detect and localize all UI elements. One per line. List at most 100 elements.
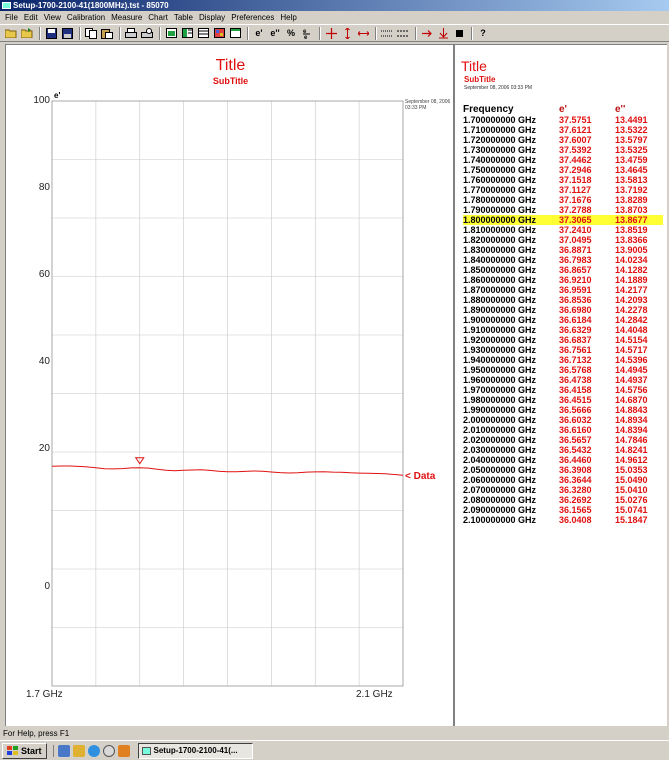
title-bar[interactable]: Setup-1700-2100-41(1800MHz).tst - 85070 [0,0,669,11]
cell-frequency: 2.010000000 GHz [463,425,537,435]
table-row[interactable]: 1.800000000 GHz 37.3065 13.8677 [463,215,663,225]
stop-icon[interactable] [452,27,466,40]
table-row[interactable]: 1.730000000 GHz 37.5392 13.5325 [463,145,663,155]
cell-frequency: 1.870000000 GHz [463,285,537,295]
table-row[interactable]: 1.750000000 GHz 37.2946 13.4645 [463,165,663,175]
open-folder-2-icon[interactable] [20,27,34,40]
cell-frequency: 1.820000000 GHz [463,235,537,245]
table-row[interactable]: 1.860000000 GHz 36.9210 14.1889 [463,275,663,285]
print-icon[interactable] [124,27,138,40]
table-row[interactable]: 1.790000000 GHz 37.2788 13.8703 [463,205,663,215]
open-folder-icon[interactable] [4,27,18,40]
print-preview-icon[interactable] [140,27,154,40]
table-row[interactable]: 1.950000000 GHz 36.5768 14.4945 [463,365,663,375]
save-as-icon[interactable] [60,27,74,40]
table-row[interactable]: 2.100000000 GHz 36.0408 15.1847 [463,515,663,525]
table-row[interactable]: 1.840000000 GHz 36.7983 14.0234 [463,255,663,265]
ie-icon[interactable] [87,744,100,757]
paste-icon[interactable] [100,27,114,40]
grid-icon[interactable] [212,27,226,40]
table-row[interactable]: 1.700000000 GHz 37.5751 13.4491 [463,115,663,125]
menu-calibration[interactable]: Calibration [66,13,106,22]
menu-display[interactable]: Display [198,13,226,22]
table-row[interactable]: 1.850000000 GHz 36.8657 14.1282 [463,265,663,275]
vertical-marker-icon[interactable] [340,27,354,40]
split-view-icon[interactable] [180,27,194,40]
menu-chart[interactable]: Chart [148,13,168,22]
table-row[interactable]: 1.760000000 GHz 37.1518 13.5813 [463,175,663,185]
plot-area[interactable] [6,45,455,726]
table-row[interactable]: 1.880000000 GHz 36.8536 14.2093 [463,295,663,305]
table-row[interactable]: 1.940000000 GHz 36.7132 14.5396 [463,355,663,365]
table-row[interactable]: 2.090000000 GHz 36.1565 15.0741 [463,505,663,515]
table-icon[interactable] [196,27,210,40]
cell-e-double-prime: 13.4759 [615,155,648,165]
table-row[interactable]: 1.740000000 GHz 37.4462 13.4759 [463,155,663,165]
help-button[interactable]: ? [480,28,486,38]
menu-help[interactable]: Help [280,13,297,22]
start-button[interactable]: Start [2,742,47,759]
table-row[interactable]: 2.030000000 GHz 36.5432 14.8241 [463,445,663,455]
table-row[interactable]: 1.910000000 GHz 36.6329 14.4048 [463,325,663,335]
cell-e-prime: 37.2946 [559,165,592,175]
scale-lin-icon[interactable] [396,27,410,40]
cell-e-double-prime: 14.5154 [615,335,648,345]
desktop-icon[interactable] [57,744,70,757]
table-row[interactable]: 2.080000000 GHz 36.2692 15.0276 [463,495,663,505]
chart-pane[interactable]: Title SubTitle September 08, 2006 03:33 P… [6,45,455,726]
table-row[interactable]: 1.980000000 GHz 36.4515 14.6870 [463,395,663,405]
data-table-pane[interactable]: Title SubTitle September 08, 2006 03:33 … [457,45,667,726]
table-row[interactable]: 1.780000000 GHz 37.1676 13.8289 [463,195,663,205]
table-row[interactable]: 2.040000000 GHz 36.4460 14.9612 [463,455,663,465]
menu-preferences[interactable]: Preferences [231,13,275,22]
table-row[interactable]: 1.870000000 GHz 36.9591 14.2177 [463,285,663,295]
chart-icon[interactable] [164,27,178,40]
table-row[interactable]: 2.050000000 GHz 36.3908 15.0353 [463,465,663,475]
table-row[interactable]: 2.060000000 GHz 36.3644 15.0490 [463,475,663,485]
copy-icon[interactable] [84,27,98,40]
arrow-right-icon[interactable] [420,27,434,40]
menu-table[interactable]: Table [173,13,193,22]
menu-measure[interactable]: Measure [111,13,143,22]
table-row[interactable]: 1.900000000 GHz 36.6184 14.2842 [463,315,663,325]
table-row[interactable]: 2.070000000 GHz 36.3280 15.0410 [463,485,663,495]
menu-file[interactable]: File [5,13,18,22]
table-row[interactable]: 1.820000000 GHz 37.0495 13.8366 [463,235,663,245]
horizontal-marker-icon[interactable] [356,27,370,40]
table-row[interactable]: 1.830000000 GHz 36.8871 13.9005 [463,245,663,255]
percent-button[interactable]: % [286,28,295,38]
save-icon[interactable] [44,27,58,40]
toolbar-separator [319,26,321,40]
status-bar: For Help, press F1 [0,727,669,740]
table-row[interactable]: 1.960000000 GHz 36.4738 14.4937 [463,375,663,385]
table-row[interactable]: 1.990000000 GHz 36.5666 14.8843 [463,405,663,415]
table-row[interactable]: 2.020000000 GHz 36.5657 14.7846 [463,435,663,445]
table-row[interactable]: 1.810000000 GHz 37.2410 13.8519 [463,225,663,235]
table-row[interactable]: 1.720000000 GHz 37.6007 13.5797 [463,135,663,145]
search-icon[interactable] [102,744,115,757]
scale-log-icon[interactable] [380,27,394,40]
e-prime-button[interactable]: e' [255,28,263,38]
table-row[interactable]: 1.710000000 GHz 37.6121 13.5322 [463,125,663,135]
table-row[interactable]: 2.000000000 GHz 36.6032 14.8934 [463,415,663,425]
cell-e-double-prime: 15.0490 [615,475,648,485]
outlook-icon[interactable] [72,744,85,757]
client-area: Title SubTitle September 08, 2006 03:33 P… [5,44,667,726]
window-icon[interactable] [228,27,242,40]
media-icon[interactable] [117,744,130,757]
table-row[interactable]: 1.930000000 GHz 36.7561 14.5717 [463,345,663,355]
table-row[interactable]: 2.010000000 GHz 36.6160 14.8394 [463,425,663,435]
crosshair-icon[interactable] [324,27,338,40]
table-row[interactable]: 1.770000000 GHz 37.1127 13.7192 [463,185,663,195]
menu-edit[interactable]: Edit [23,13,38,22]
y-tick-label: 40 [38,356,50,367]
table-row[interactable]: 1.970000000 GHz 36.4158 14.5756 [463,385,663,395]
table-row[interactable]: 1.890000000 GHz 36.6980 14.2278 [463,305,663,315]
menu-view[interactable]: View [43,13,61,22]
cell-e-prime: 36.8536 [559,295,592,305]
e-double-prime-button[interactable]: e'' [270,28,280,38]
table-row[interactable]: 1.920000000 GHz 36.6837 14.5154 [463,335,663,345]
taskbar-window-button[interactable]: Setup-1700-2100-41(... [137,742,253,759]
marker-down-icon[interactable] [436,27,450,40]
